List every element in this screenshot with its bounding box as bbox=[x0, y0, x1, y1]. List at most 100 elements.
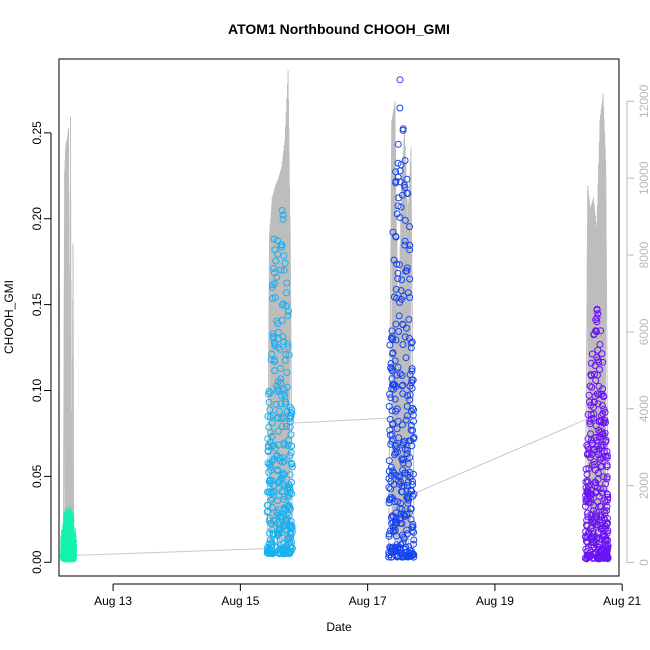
data-point bbox=[281, 357, 289, 364]
data-point bbox=[406, 223, 413, 231]
data-point bbox=[265, 398, 273, 406]
y2-tick-label: 2000 bbox=[637, 472, 650, 499]
data-point bbox=[406, 454, 414, 461]
data-point bbox=[270, 235, 278, 243]
data-point bbox=[594, 543, 602, 551]
axes: Aug 13 Aug 15 Aug 17 Aug 19 Aug 21 0.00 0.05 0.… bbox=[30, 84, 650, 608]
data-point bbox=[599, 430, 607, 438]
data-point bbox=[389, 336, 397, 343]
data-point bbox=[64, 536, 72, 543]
data-point bbox=[410, 417, 418, 425]
data-point bbox=[587, 359, 595, 367]
data-point bbox=[271, 367, 279, 375]
data-point bbox=[283, 383, 291, 391]
data-point bbox=[399, 390, 407, 398]
data-point bbox=[603, 463, 611, 471]
data-point bbox=[266, 438, 274, 446]
data-point bbox=[401, 445, 409, 453]
data-point bbox=[597, 442, 605, 450]
data-point bbox=[603, 553, 611, 561]
data-point bbox=[267, 519, 275, 527]
data-point bbox=[409, 523, 417, 531]
data-point bbox=[387, 485, 395, 493]
data-point bbox=[590, 398, 598, 406]
data-point bbox=[584, 411, 592, 418]
data-point bbox=[604, 536, 612, 544]
data-point bbox=[268, 495, 276, 503]
data-point bbox=[407, 437, 415, 445]
data-point bbox=[386, 426, 394, 434]
data-point bbox=[388, 437, 396, 445]
data-point bbox=[267, 496, 275, 504]
data-point bbox=[590, 414, 598, 422]
data-point bbox=[400, 181, 408, 189]
data-point bbox=[388, 327, 396, 335]
data-point bbox=[590, 515, 598, 523]
data-point bbox=[407, 426, 415, 434]
data-point bbox=[404, 530, 412, 538]
data-point bbox=[591, 478, 599, 486]
data-point bbox=[396, 76, 404, 84]
data-point bbox=[65, 528, 73, 535]
data-point bbox=[267, 488, 275, 496]
data-point bbox=[405, 496, 413, 504]
data-point bbox=[593, 371, 601, 379]
data-point bbox=[409, 492, 417, 500]
data-point bbox=[408, 384, 416, 392]
data-point bbox=[278, 207, 286, 214]
data-point bbox=[590, 501, 597, 509]
data-point bbox=[288, 463, 296, 471]
data-point bbox=[590, 543, 598, 551]
data-point bbox=[401, 241, 409, 249]
data-point bbox=[289, 544, 296, 552]
data-point bbox=[284, 340, 292, 348]
data-point bbox=[588, 533, 596, 541]
data-point bbox=[265, 387, 273, 395]
data-point bbox=[601, 496, 609, 504]
data-point bbox=[407, 339, 415, 347]
data-point bbox=[280, 457, 288, 465]
data-point bbox=[274, 320, 282, 328]
data-point bbox=[268, 281, 276, 289]
data-point bbox=[408, 365, 416, 373]
data-point bbox=[60, 547, 68, 555]
data-point bbox=[264, 442, 272, 450]
data-point bbox=[281, 550, 289, 557]
data-point bbox=[65, 518, 73, 526]
data-point bbox=[585, 445, 593, 453]
data-point bbox=[403, 510, 411, 518]
data-point bbox=[389, 420, 396, 428]
y-tick-label: 0.25 bbox=[30, 121, 44, 145]
data-points bbox=[60, 76, 612, 563]
data-point bbox=[278, 474, 286, 482]
connector-lines bbox=[73, 417, 586, 556]
data-point bbox=[594, 542, 602, 550]
y-tick-label: 0.00 bbox=[30, 550, 44, 574]
y2-tick-label: 10000 bbox=[637, 161, 650, 195]
data-point bbox=[385, 457, 393, 465]
data-point bbox=[406, 396, 414, 404]
data-point bbox=[587, 401, 595, 409]
x-tick-label: Aug 21 bbox=[603, 594, 641, 608]
chart-title: ATOM1 Northbound CHOOH_GMI bbox=[228, 21, 450, 37]
data-point bbox=[387, 360, 395, 367]
data-point bbox=[407, 344, 415, 352]
data-point bbox=[592, 434, 600, 441]
data-point bbox=[269, 530, 277, 538]
data-point bbox=[264, 412, 272, 420]
data-point bbox=[387, 514, 395, 521]
data-point bbox=[265, 390, 273, 398]
data-point bbox=[393, 405, 401, 413]
data-point bbox=[398, 372, 406, 379]
data-point bbox=[404, 289, 412, 297]
data-point bbox=[393, 371, 401, 379]
data-point bbox=[602, 542, 609, 550]
data-point bbox=[603, 520, 611, 528]
data-point bbox=[283, 279, 291, 287]
data-point bbox=[590, 550, 598, 558]
data-point bbox=[390, 256, 398, 264]
data-point bbox=[584, 496, 592, 504]
data-point bbox=[594, 400, 602, 408]
data-point bbox=[288, 528, 296, 536]
data-point bbox=[405, 460, 412, 468]
